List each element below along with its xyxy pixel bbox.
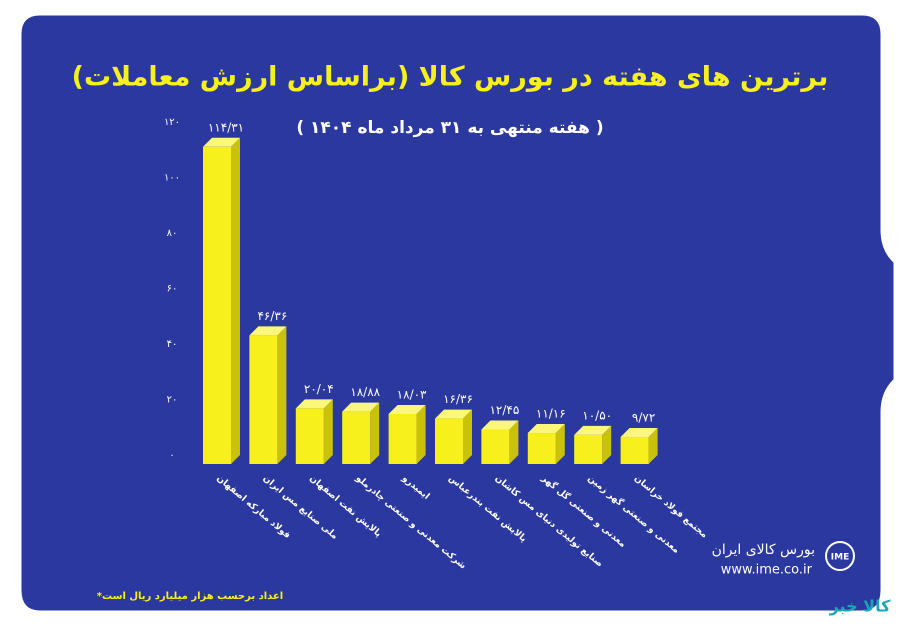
bar-side <box>602 425 612 464</box>
logo-url: www.ime.co.ir <box>721 563 813 578</box>
bar-top <box>295 399 333 409</box>
value-label: ۱۶/۳۶ <box>443 392 473 406</box>
value-label: ۱۸/۸۸ <box>350 385 380 399</box>
bar-top <box>620 428 658 438</box>
bar <box>481 429 510 464</box>
bar-top <box>342 402 380 412</box>
bar-side <box>555 424 565 464</box>
bar-top <box>527 424 565 434</box>
footnote: *اعداد برحسب هزار میلیارد ریال است <box>97 591 283 602</box>
bar-side <box>370 402 380 464</box>
y-tick-label: ۱۰۰ <box>164 173 180 184</box>
logo-mark: IME <box>831 553 849 563</box>
bar-side <box>416 404 426 464</box>
bar <box>435 418 463 464</box>
bar <box>203 146 231 465</box>
value-label: ۱۰/۵۰ <box>582 408 612 422</box>
bar-side <box>323 399 333 464</box>
value-label: ۴۶/۳۶ <box>257 309 287 323</box>
value-label: ۹/۷۲ <box>632 411 655 425</box>
value-label: ۲۰/۰۴ <box>304 382 334 396</box>
value-label: ۱۱/۱۶ <box>536 407 566 421</box>
bar-top <box>249 326 287 336</box>
bar <box>249 335 278 464</box>
logo-circle <box>825 541 855 571</box>
bar <box>620 437 649 464</box>
y-tick-label: ۶۰ <box>167 284 178 295</box>
bar <box>527 433 556 464</box>
watermark: کالا خبر <box>829 597 892 616</box>
bar-top <box>574 425 612 435</box>
bar-side <box>277 326 287 464</box>
y-tick-label: ۰ <box>169 450 174 461</box>
logo-name: بورس کالای ایران <box>712 542 815 558</box>
bar <box>342 411 371 464</box>
bar <box>388 413 417 464</box>
y-tick-label: ۲۰ <box>167 395 178 406</box>
chart-subtitle: ( هفته منتهی به ۳۱ مرداد ماه ۱۴۰۴ ) <box>296 118 603 138</box>
value-label: ۱۱۴/۳۱ <box>208 120 244 134</box>
bar-side <box>648 428 658 464</box>
bar-top <box>203 137 240 147</box>
panel <box>18 12 897 614</box>
bar <box>295 408 324 464</box>
chart-title: برترین های هفته در بورس کالا (براساس ارز… <box>72 62 829 93</box>
y-tick-label: ۱۲۰ <box>164 117 180 128</box>
bar <box>574 434 603 464</box>
bar-top <box>388 404 426 414</box>
bar-side <box>509 420 519 464</box>
bar-top <box>481 420 519 430</box>
y-tick-label: ۴۰ <box>167 339 178 350</box>
y-tick-label: ۸۰ <box>167 228 178 239</box>
value-label: ۱۲/۴۵ <box>489 403 519 417</box>
value-label: ۱۸/۰۳ <box>397 387 427 401</box>
bar-top <box>435 409 472 419</box>
bar-side <box>463 409 472 464</box>
bar-side <box>231 137 240 465</box>
